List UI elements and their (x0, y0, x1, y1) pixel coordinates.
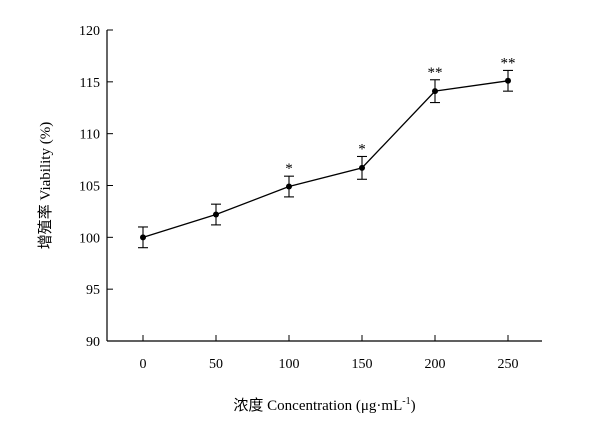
x-axis-title-superscript: -1 (402, 396, 410, 407)
x-tick-label: 250 (498, 357, 519, 372)
y-axis-title: 增殖率 Viability (%) (37, 122, 54, 249)
x-tick-label: 0 (140, 357, 147, 372)
significance-labels: ****** (285, 55, 515, 177)
x-axis-title: 浓度 Concentration (μg·mL-1) (233, 396, 415, 414)
x-axis-title-main: 浓度 Concentration (μg·mL (233, 397, 402, 414)
x-axis-title-tail: ) (411, 398, 416, 414)
y-tick-label: 95 (86, 283, 100, 298)
data-point (432, 88, 438, 95)
y-tick-label: 105 (79, 180, 100, 195)
x-tick-label: 50 (209, 357, 223, 372)
data-points (140, 77, 511, 241)
x-ticks: 0 50 100 150 200 250 (140, 335, 519, 372)
y-tick-label: 110 (80, 128, 100, 143)
y-tick-label: 120 (79, 24, 100, 39)
data-point (140, 234, 146, 241)
significance-label: * (285, 161, 293, 177)
series-line (142, 80, 509, 238)
data-point (505, 77, 511, 84)
x-tick-label: 150 (352, 357, 373, 372)
y-tick-label: 90 (86, 335, 100, 350)
data-point (359, 164, 365, 171)
y-tick-label: 115 (80, 76, 100, 91)
y-tick-label: 100 (79, 231, 100, 246)
significance-label: * (358, 141, 366, 157)
data-point (286, 183, 292, 190)
significance-label: ** (501, 55, 516, 71)
x-tick-label: 200 (425, 357, 446, 372)
significance-label: ** (428, 65, 443, 81)
x-tick-label: 100 (279, 357, 300, 372)
y-ticks: 90 95 100 105 110 115 120 (79, 24, 113, 350)
data-point (213, 211, 219, 218)
